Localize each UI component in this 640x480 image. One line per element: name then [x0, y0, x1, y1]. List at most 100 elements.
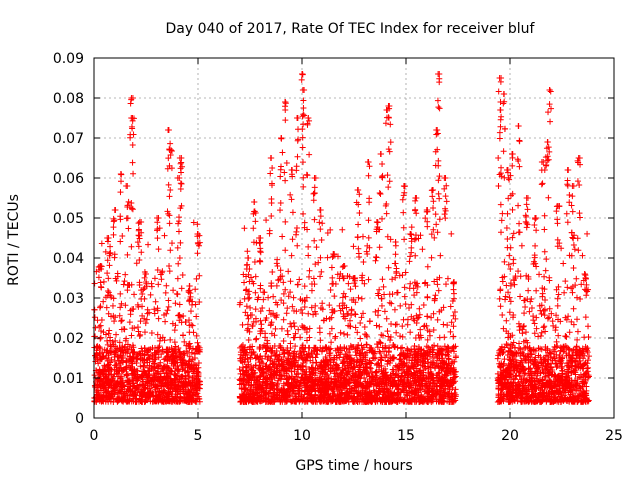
data-point-background	[566, 329, 573, 336]
data-point-background	[172, 322, 179, 329]
data-point-background	[173, 398, 180, 405]
data-point-background	[285, 268, 292, 275]
data-point-background	[379, 276, 386, 283]
data-point-background	[167, 377, 174, 384]
data-point-background	[113, 364, 120, 371]
data-point-background	[107, 334, 114, 341]
data-point-background	[401, 284, 408, 291]
data-point-background	[113, 331, 120, 338]
data-point-background	[531, 320, 538, 327]
data-point-background	[191, 351, 198, 358]
data-point-background	[123, 372, 130, 379]
data-point-background	[136, 333, 143, 340]
data-point-background	[177, 239, 184, 246]
data-point-background	[189, 374, 196, 381]
data-point-background	[98, 316, 105, 323]
data-point-background	[176, 301, 183, 308]
data-point-background	[327, 287, 334, 294]
data-point-background	[424, 336, 431, 343]
data-point-background	[152, 355, 159, 362]
data-point-background	[135, 386, 142, 393]
data-point-background	[154, 349, 161, 356]
data-point-background	[146, 362, 153, 369]
data-point-background	[357, 319, 364, 326]
data-point-background	[419, 246, 426, 253]
data-point-background	[170, 350, 177, 357]
data-point-background	[268, 283, 275, 290]
data-point-background	[287, 278, 294, 285]
data-point-background	[383, 315, 390, 322]
data-point-background	[154, 331, 161, 338]
data-point-background	[326, 302, 333, 309]
data-point-background	[305, 243, 312, 250]
data-point-background	[107, 395, 114, 402]
data-point-background	[126, 343, 133, 350]
data-point-background	[105, 330, 112, 337]
data-point-background	[560, 260, 567, 267]
data-point-background	[92, 324, 99, 331]
data-point-background	[97, 335, 104, 342]
data-point-background	[178, 285, 185, 292]
data-point-background	[129, 360, 136, 367]
data-point-background	[373, 322, 380, 329]
data-point-background	[155, 388, 162, 395]
data-point-background	[100, 392, 107, 399]
data-point-background	[101, 346, 108, 353]
data-point-background	[151, 275, 158, 282]
data-point-background	[347, 286, 354, 293]
data-point-background	[141, 344, 148, 351]
data-point-background	[146, 309, 153, 316]
data-point-background	[328, 325, 335, 332]
data-point-background	[130, 383, 137, 390]
data-point-background	[91, 372, 98, 379]
data-point-background	[517, 273, 524, 280]
data-point-background	[437, 252, 444, 259]
data-point-background	[348, 312, 355, 319]
data-point-background	[190, 389, 197, 396]
data-point-background	[164, 346, 171, 353]
data-point-background	[135, 328, 142, 335]
data-point-background	[133, 260, 140, 267]
data-point-background	[365, 276, 372, 283]
data-point-background	[181, 338, 188, 345]
data-point-background	[574, 316, 581, 323]
data-point-background	[159, 334, 166, 341]
data-point-background	[101, 376, 108, 383]
data-point-background	[260, 289, 267, 296]
data-point-background	[195, 343, 202, 350]
data-point-background	[334, 271, 341, 278]
data-point-background	[376, 286, 383, 293]
data-point-background	[376, 348, 383, 355]
data-point-background	[102, 398, 109, 405]
data-point-background	[569, 289, 576, 296]
data-point-background	[91, 314, 98, 321]
data-point-background	[586, 353, 593, 360]
data-point-background	[434, 316, 441, 323]
data-point-background	[450, 333, 457, 340]
data-point-background	[147, 388, 154, 395]
data-point-background	[126, 355, 133, 362]
data-point-background	[109, 302, 116, 309]
data-point-background	[178, 319, 185, 326]
data-point-background	[257, 317, 264, 324]
data-point-background	[114, 395, 121, 402]
data-point-background	[148, 382, 155, 389]
data-point-background	[119, 353, 126, 360]
data-point-background	[444, 275, 451, 282]
data-point-background	[417, 326, 424, 333]
data-point-background	[174, 275, 181, 282]
data-point-background	[554, 295, 561, 302]
data-point-background	[111, 318, 118, 325]
data-point-background	[332, 335, 339, 342]
data-point-background	[291, 368, 298, 375]
data-point-background	[95, 360, 102, 367]
data-point-background	[507, 266, 514, 273]
data-point-background	[172, 377, 179, 384]
data-point-background	[427, 360, 434, 367]
data-point-background	[97, 303, 104, 310]
data-point-background	[313, 244, 320, 251]
data-point-background	[285, 331, 292, 338]
data-point-background	[435, 287, 442, 294]
data-point-background	[159, 268, 166, 275]
